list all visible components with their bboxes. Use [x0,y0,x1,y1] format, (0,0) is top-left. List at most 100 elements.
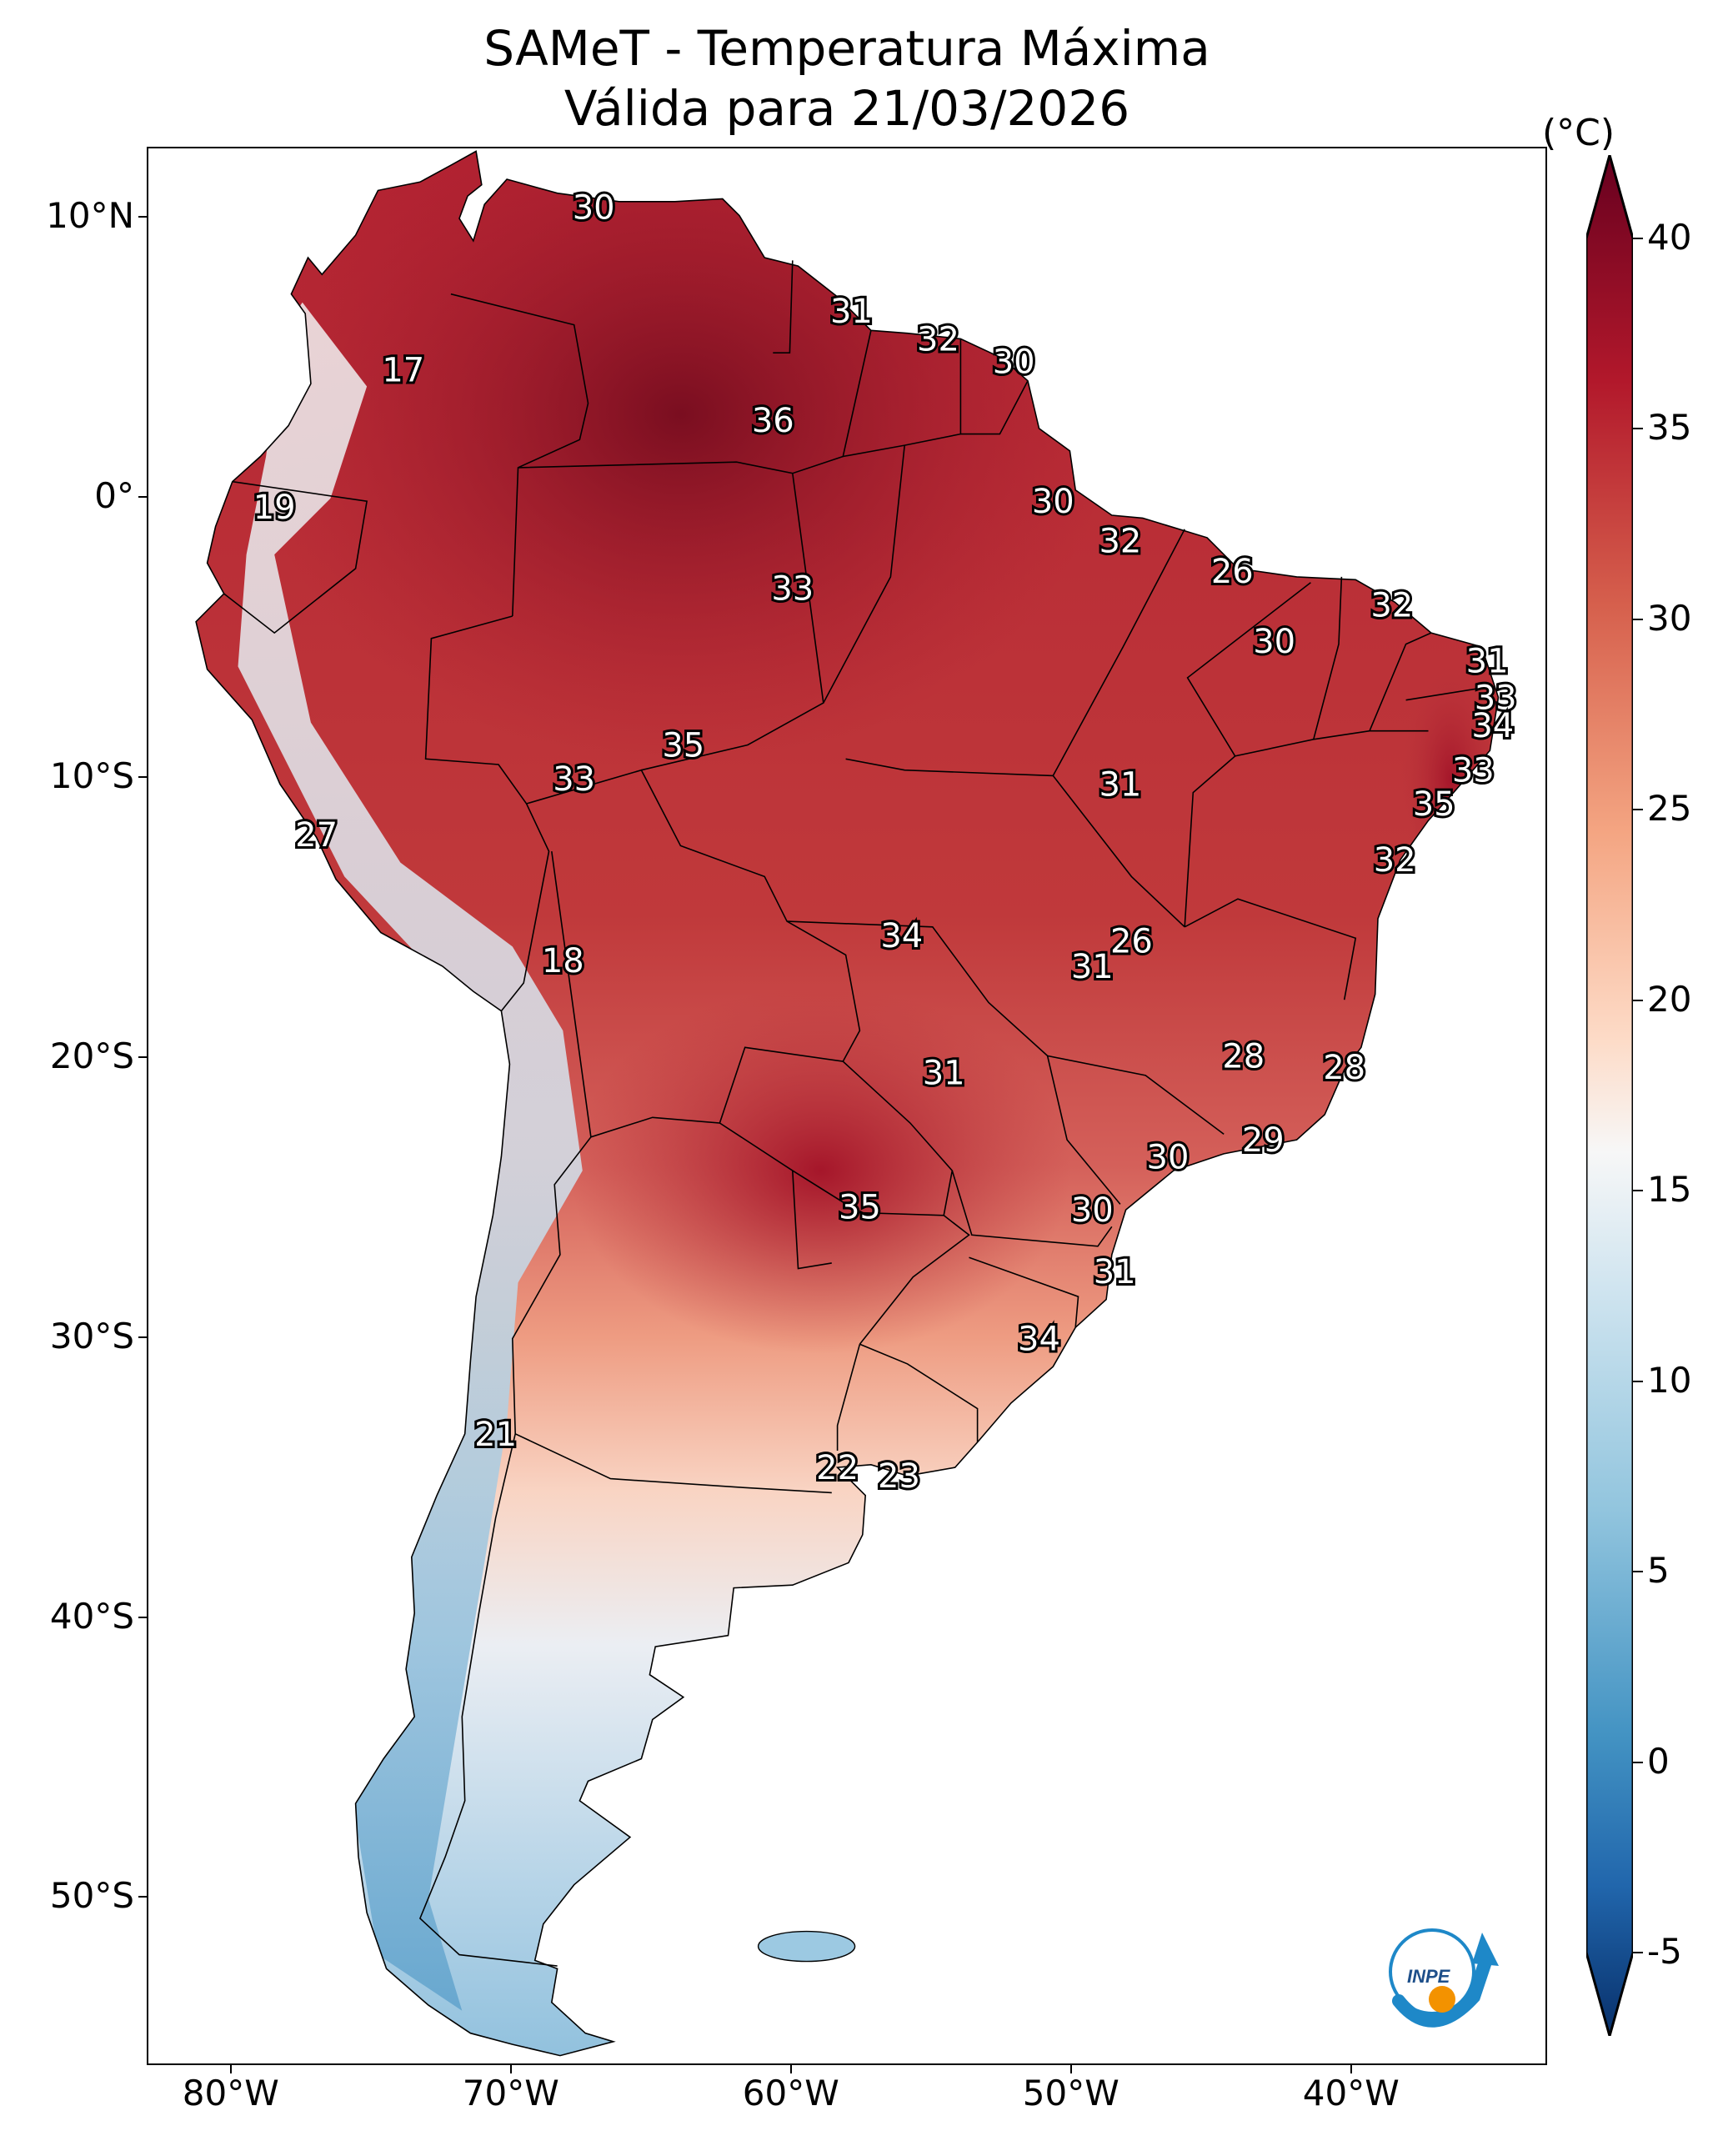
border-line [836,1344,861,1451]
colorbar-tick [1633,999,1643,1001]
longitude-tick [789,2065,792,2073]
temperature-label: 26 [1211,553,1254,591]
colorbar-tick [1633,1571,1643,1573]
longitude-tick [509,2065,512,2073]
colorbar-tick-label: 10 [1647,1359,1692,1401]
temperature-label: 32 [1374,841,1416,880]
latitude-tick [138,775,147,778]
temperature-label: 33 [1475,679,1517,717]
border-line [424,615,550,1012]
border-line [859,1343,979,1442]
temperature-label: 35 [662,727,704,765]
temperature-label: 31 [1071,948,1114,986]
longitude-tick [1350,2065,1352,2073]
temperature-label: 17 [382,351,424,389]
latitude-label: 0° [94,474,134,516]
colorbar-tick [1633,1952,1643,1953]
border-line [773,260,794,353]
colorbar-tick-label: 5 [1647,1550,1670,1592]
colorbar-tick [1633,618,1643,620]
colorbar-tick [1633,1380,1643,1382]
colorbar-tick [1633,1190,1643,1192]
longitude-label: 40°W [1302,2073,1400,2113]
temperature-label: 29 [1242,1121,1285,1160]
temperature-label: 30 [573,189,615,228]
longitude-tick [229,2065,232,2073]
temperature-label: 28 [1323,1049,1365,1087]
country-borders [223,260,1493,1967]
temperature-label: 31 [923,1055,965,1093]
temperature-label: 34 [880,917,923,955]
border-line [1186,582,1311,757]
border-line [1369,632,1432,732]
border-line [526,769,861,1062]
map-title: SAMeT - Temperatura Máxima [483,20,1210,77]
border-line [551,850,844,1138]
latitude-label: 30°S [49,1315,134,1356]
colorbar-tick-label: -5 [1647,1931,1682,1972]
border-line [450,293,589,617]
latitude-label: 50°S [49,1875,134,1917]
border-line [1184,730,1429,927]
border-line [960,380,1029,435]
longitude-label: 80°W [182,2073,279,2113]
latitude-tick [138,215,147,218]
svg-text:INPE: INPE [1407,1966,1451,1987]
longitude-label: 50°W [1022,2073,1119,2113]
temperature-label: 33 [553,760,595,799]
temperature-label: 31 [1094,1253,1136,1291]
border-line [418,1136,592,1967]
colorbar-unit: (°C) [1542,112,1615,154]
temperature-label: 36 [752,402,794,440]
temperature-label: 31 [1466,643,1509,681]
border-line [951,1170,1113,1247]
temperature-label: 22 [816,1449,859,1487]
temperature-label: 30 [1253,623,1295,661]
latitude-tick [138,1055,147,1058]
border-line [1046,1055,1121,1205]
temperature-label: 32 [1099,522,1141,560]
latitude-tick [138,1896,147,1898]
latitude-tick [138,1616,147,1618]
temperature-label: 31 [1099,766,1141,805]
temperature-label: 34 [1018,1321,1060,1359]
map-subtitle: Válida para 21/03/2026 [563,80,1130,137]
longitude-label: 70°W [462,2073,559,2113]
temperature-label: 27 [295,816,338,855]
border-line [823,445,905,704]
falkland-islands [757,1930,856,1963]
border-line [1184,898,1357,1000]
colorbar-tick-label: 40 [1647,217,1692,258]
colorbar [1586,155,1633,2036]
border-line [969,1256,1079,1328]
border-line [842,330,962,458]
latitude-label: 10°S [49,755,134,796]
temperature-label: 26 [1110,923,1153,961]
colorbar-tick [1633,428,1643,430]
colorbar-tick [1633,1761,1643,1763]
colorbar-tick-label: 35 [1647,407,1692,449]
border-line [1052,529,1185,776]
colorbar-tick-label: 30 [1647,597,1692,639]
border-line [518,455,844,474]
border-line [787,920,1225,1136]
border-line [641,473,824,771]
border-line [514,1433,832,1494]
coastline [195,150,1500,2057]
temperature-label: 28 [1222,1037,1265,1075]
longitude-label: 60°W [742,2073,839,2113]
border-line [859,1215,970,1345]
temperature-label: 35 [839,1189,881,1227]
colorbar-tick [1633,238,1643,239]
inpe-logo: INPE [1389,1928,1499,2028]
temperature-label: 19 [253,489,296,527]
map-panel[interactable]: 30 31 32 30 17 36 19 30 32 33 26 32 30 31 33 34 35 33 31 33… [147,147,1547,2065]
border-line [792,1171,832,1270]
latitude-label: 40°S [49,1595,134,1637]
colorbar-tick-label: 0 [1647,1740,1670,1782]
temperature-label: 18 [542,942,584,980]
colorbar-tick-label: 25 [1647,788,1692,830]
latitude-tick [138,1336,147,1338]
